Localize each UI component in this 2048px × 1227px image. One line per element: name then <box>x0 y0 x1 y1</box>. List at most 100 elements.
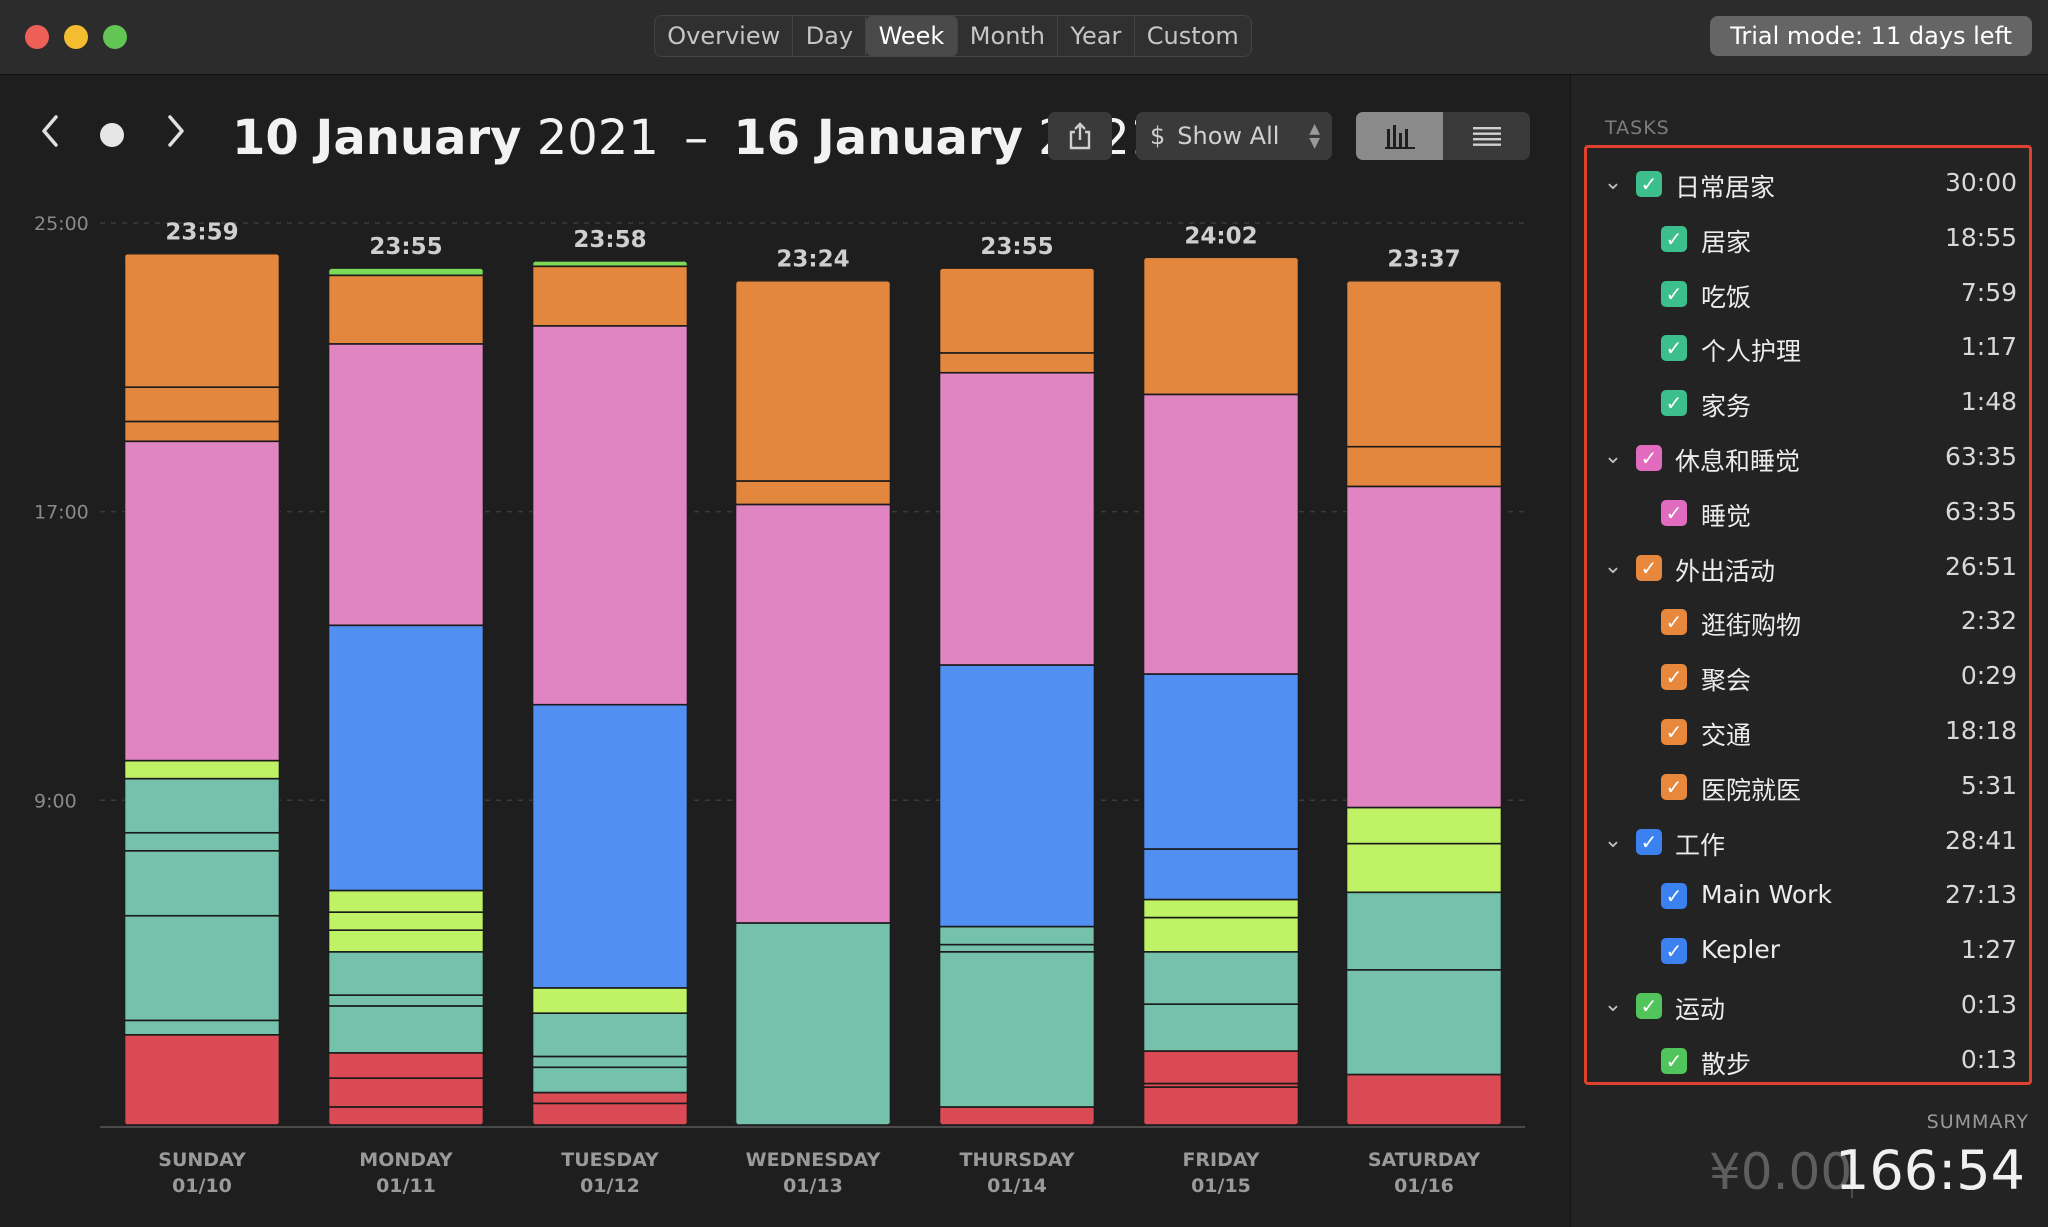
list-view-button[interactable] <box>1443 112 1530 160</box>
bar-segment[interactable] <box>328 929 484 953</box>
bar-segment[interactable] <box>1143 1050 1299 1085</box>
bar-segment[interactable] <box>1143 673 1299 850</box>
task-row[interactable]: ✓ Kepler 1:27 <box>1587 931 2035 971</box>
bar-segment[interactable] <box>124 777 280 834</box>
task-group-row[interactable]: ⌄ ✓ 运动 0:13 <box>1587 986 2035 1026</box>
bar-segment[interactable] <box>124 1033 280 1125</box>
task-row[interactable]: ✓ 居家 18:55 <box>1587 219 2035 259</box>
zoom-window-button[interactable] <box>103 25 127 49</box>
bar-segment[interactable] <box>735 503 891 924</box>
bar-segment[interactable] <box>328 951 484 996</box>
task-checkbox[interactable]: ✓ <box>1661 335 1687 362</box>
task-group-row[interactable]: ⌄ ✓ 外出活动 26:51 <box>1587 548 2035 588</box>
chevron-down-icon[interactable]: ⌄ <box>1603 553 1623 579</box>
bar-segment[interactable] <box>532 1066 688 1094</box>
bar-segment[interactable] <box>328 889 484 913</box>
bar-segment[interactable] <box>1143 393 1299 675</box>
bar-segment[interactable] <box>124 386 280 423</box>
trial-mode-button[interactable]: Trial mode: 11 days left <box>1710 16 2032 56</box>
bar-segment[interactable] <box>939 951 1095 1108</box>
bar-segment[interactable] <box>1346 445 1502 488</box>
task-row[interactable]: ✓ 个人护理 1:17 <box>1587 328 2035 368</box>
bar-segment[interactable] <box>1346 842 1502 894</box>
chevron-down-icon[interactable]: ⌄ <box>1603 827 1623 853</box>
bar-segment[interactable] <box>735 280 891 482</box>
bar-segment[interactable] <box>328 274 484 345</box>
task-checkbox[interactable]: ✓ <box>1661 280 1687 307</box>
bar-segment[interactable] <box>1143 1086 1299 1125</box>
next-week-button[interactable] <box>164 113 188 156</box>
bar-segment[interactable] <box>939 352 1095 374</box>
task-checkbox[interactable]: ✓ <box>1636 554 1662 581</box>
bar-segment[interactable] <box>328 1106 484 1126</box>
task-checkbox[interactable]: ✓ <box>1636 993 1662 1019</box>
bar-segment[interactable] <box>939 943 1095 953</box>
task-row[interactable]: ✓ 吃饭 7:59 <box>1587 274 2035 314</box>
bar-segment[interactable] <box>532 1055 688 1069</box>
chevron-down-icon[interactable]: ⌄ <box>1603 444 1623 469</box>
bar-segment[interactable] <box>124 1019 280 1036</box>
task-checkbox[interactable]: ✓ <box>1661 773 1687 800</box>
bar-segment[interactable] <box>1346 485 1502 809</box>
bar-segment[interactable] <box>1143 898 1299 919</box>
bar-segment[interactable] <box>735 922 891 1125</box>
task-checkbox[interactable]: ✓ <box>1661 390 1687 417</box>
share-button[interactable] <box>1048 112 1112 160</box>
bar-segment[interactable] <box>328 343 484 627</box>
bar-segment[interactable] <box>328 1005 484 1054</box>
task-checkbox[interactable]: ✓ <box>1661 883 1687 910</box>
bar-segment[interactable] <box>1143 916 1299 953</box>
chevron-down-icon[interactable]: ⌄ <box>1603 992 1623 1017</box>
bar-segment[interactable] <box>532 325 688 706</box>
task-row[interactable]: ✓ 睡觉 63:35 <box>1587 493 2035 533</box>
bar-segment[interactable] <box>1346 891 1502 971</box>
bar-segment[interactable] <box>124 440 280 762</box>
close-window-button[interactable] <box>25 25 49 49</box>
bar-segment[interactable] <box>532 703 688 989</box>
bar-segment[interactable] <box>939 664 1095 928</box>
bar-segment[interactable] <box>328 624 484 892</box>
bar-segment[interactable] <box>124 914 280 1022</box>
task-checkbox[interactable]: ✓ <box>1636 171 1662 197</box>
bar-segment[interactable] <box>532 260 688 268</box>
bar-segment[interactable] <box>532 987 688 1014</box>
task-group-row[interactable]: ⌄ ✓ 日常居家 30:00 <box>1587 164 2035 204</box>
bar-segment[interactable] <box>124 849 280 917</box>
task-row[interactable]: ✓ 医院就医 5:31 <box>1587 767 2035 807</box>
bar-segment[interactable] <box>939 1106 1095 1126</box>
bar-segment[interactable] <box>328 911 484 931</box>
bar-segment[interactable] <box>124 831 280 852</box>
task-checkbox[interactable]: ✓ <box>1661 609 1687 636</box>
task-checkbox[interactable]: ✓ <box>1636 445 1662 471</box>
bar-segment[interactable] <box>328 994 484 1007</box>
tab-day[interactable]: Day <box>793 16 867 56</box>
task-checkbox[interactable]: ✓ <box>1636 828 1662 855</box>
bar-segment[interactable] <box>124 253 280 388</box>
task-checkbox[interactable]: ✓ <box>1661 719 1687 745</box>
task-row[interactable]: ✓ 家务 1:48 <box>1587 383 2035 423</box>
bar-segment[interactable] <box>328 268 484 277</box>
bar-segment[interactable] <box>532 1102 688 1126</box>
bar-segment[interactable] <box>939 268 1095 354</box>
task-checkbox[interactable]: ✓ <box>1661 664 1687 691</box>
bar-segment[interactable] <box>1346 280 1502 448</box>
bar-segment[interactable] <box>124 420 280 443</box>
task-checkbox[interactable]: ✓ <box>1661 225 1687 252</box>
task-checkbox[interactable]: ✓ <box>1661 938 1687 965</box>
tab-month[interactable]: Month <box>958 16 1059 56</box>
bar-segment[interactable] <box>328 1052 484 1079</box>
bar-segment[interactable] <box>735 480 891 506</box>
tab-week[interactable]: Week <box>866 16 958 56</box>
bar-segment[interactable] <box>328 1077 484 1108</box>
chart-view-button[interactable] <box>1356 112 1443 160</box>
task-group-row[interactable]: ⌄ ✓ 工作 28:41 <box>1587 822 2035 862</box>
task-group-row[interactable]: ⌄ ✓ 休息和睡觉 63:35 <box>1587 438 2035 478</box>
task-row[interactable]: ✓ 逛街购物 2:32 <box>1587 602 2035 642</box>
show-all-filter-select[interactable]: $ Show All ▲ ▼ <box>1136 112 1332 160</box>
bar-segment[interactable] <box>532 1012 688 1058</box>
bar-segment[interactable] <box>1346 969 1502 1076</box>
task-row[interactable]: ✓ 交通 18:18 <box>1587 712 2035 752</box>
bar-segment[interactable] <box>939 925 1095 946</box>
tab-year[interactable]: Year <box>1058 16 1135 56</box>
minimize-window-button[interactable] <box>64 25 88 49</box>
